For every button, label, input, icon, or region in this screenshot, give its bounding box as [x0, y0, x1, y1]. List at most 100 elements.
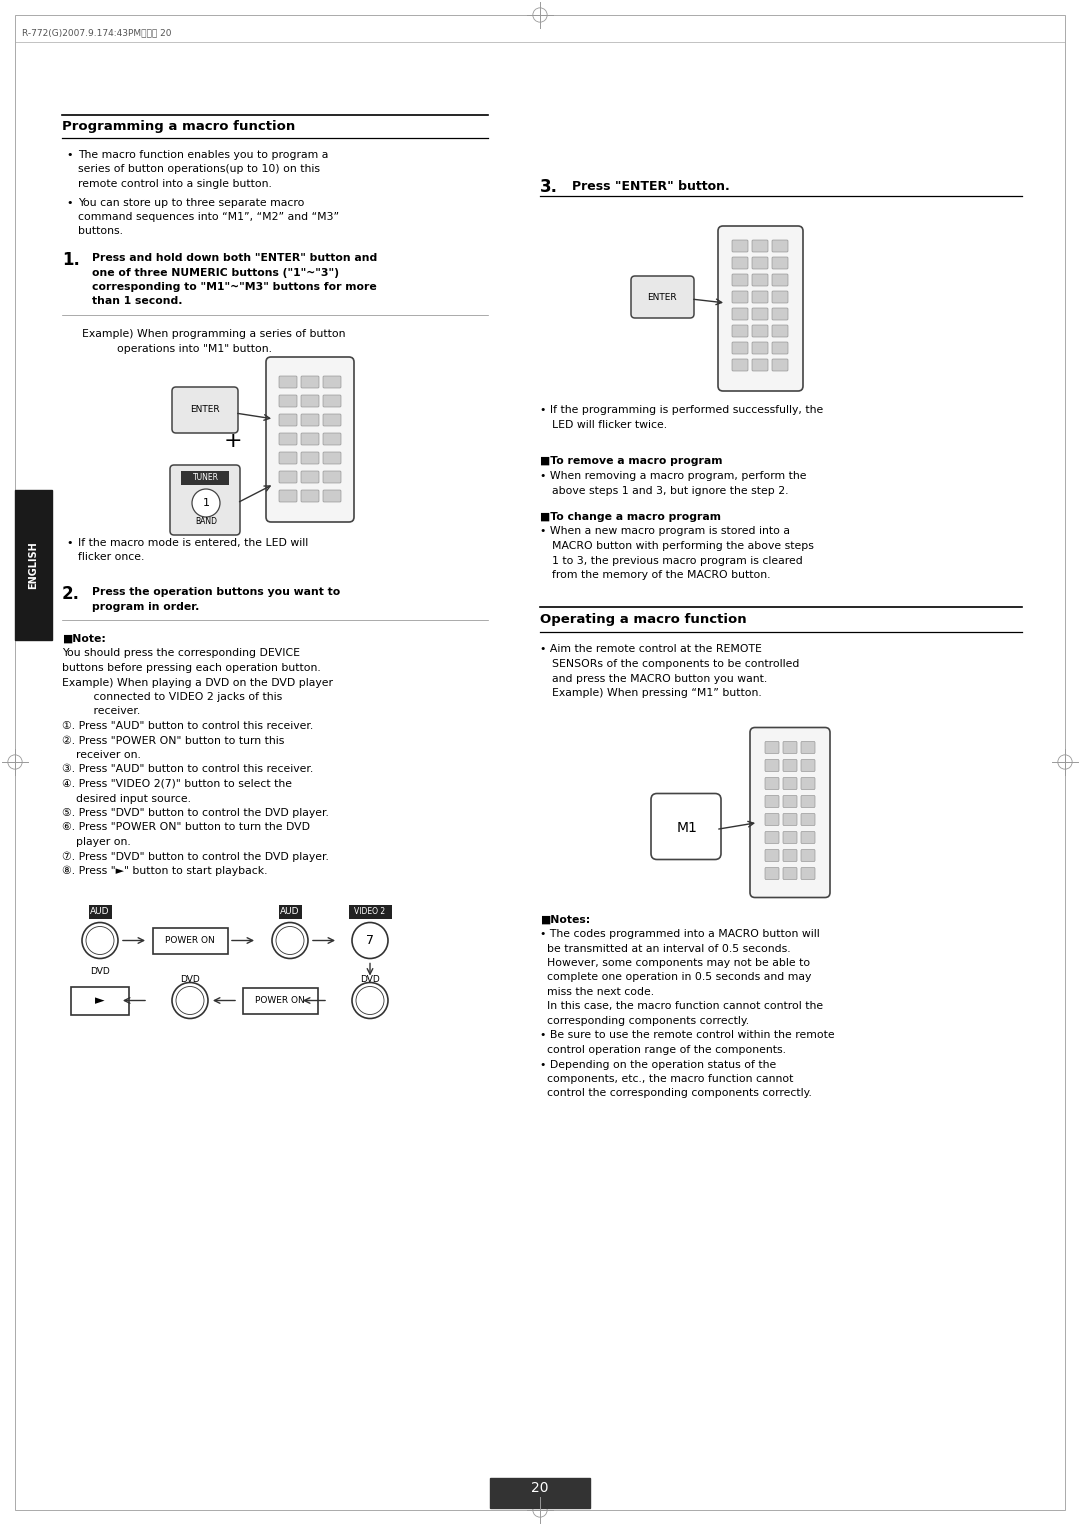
FancyBboxPatch shape [349, 904, 392, 918]
Text: than 1 second.: than 1 second. [92, 296, 183, 307]
FancyBboxPatch shape [801, 831, 815, 843]
Text: AUD: AUD [91, 907, 110, 917]
FancyBboxPatch shape [752, 342, 768, 354]
FancyBboxPatch shape [323, 433, 341, 445]
Text: 3.: 3. [540, 178, 558, 197]
Circle shape [276, 927, 303, 955]
FancyBboxPatch shape [783, 849, 797, 862]
FancyBboxPatch shape [323, 471, 341, 483]
Text: Press and hold down both "ENTER" button and: Press and hold down both "ENTER" button … [92, 253, 377, 262]
Text: ④. Press "VIDEO 2(7)" button to select the: ④. Press "VIDEO 2(7)" button to select t… [62, 779, 292, 788]
FancyBboxPatch shape [772, 274, 788, 287]
FancyBboxPatch shape [772, 239, 788, 252]
FancyBboxPatch shape [279, 377, 297, 387]
Text: TUNER: TUNER [193, 473, 219, 482]
FancyBboxPatch shape [765, 778, 779, 790]
FancyBboxPatch shape [772, 325, 788, 337]
Circle shape [352, 923, 388, 959]
FancyBboxPatch shape [772, 291, 788, 303]
FancyBboxPatch shape [801, 849, 815, 862]
FancyBboxPatch shape [783, 868, 797, 880]
FancyBboxPatch shape [301, 490, 319, 502]
Text: • Aim the remote control at the REMOTE: • Aim the remote control at the REMOTE [540, 645, 761, 654]
FancyBboxPatch shape [772, 258, 788, 268]
FancyBboxPatch shape [71, 987, 129, 1014]
FancyBboxPatch shape [732, 291, 748, 303]
Text: receiver on.: receiver on. [62, 750, 140, 759]
Text: ⑥. Press "POWER ON" button to turn the DVD: ⑥. Press "POWER ON" button to turn the D… [62, 822, 310, 833]
Text: You should press the corresponding DEVICE: You should press the corresponding DEVIC… [62, 648, 300, 659]
Text: AUD: AUD [280, 907, 300, 917]
FancyBboxPatch shape [279, 471, 297, 483]
FancyBboxPatch shape [323, 377, 341, 387]
Circle shape [172, 982, 208, 1019]
Text: 20: 20 [531, 1481, 549, 1494]
FancyBboxPatch shape [651, 793, 721, 860]
FancyBboxPatch shape [490, 1478, 590, 1508]
FancyBboxPatch shape [170, 465, 240, 535]
Text: ②. Press "POWER ON" button to turn this: ②. Press "POWER ON" button to turn this [62, 735, 284, 746]
Text: program in order.: program in order. [92, 601, 200, 612]
Text: DVD: DVD [180, 974, 200, 984]
Text: ③. Press "AUD" button to control this receiver.: ③. Press "AUD" button to control this re… [62, 764, 313, 775]
Text: series of button operations(up to 10) on this: series of button operations(up to 10) on… [78, 165, 320, 174]
Text: • Be sure to use the remote control within the remote: • Be sure to use the remote control with… [540, 1031, 835, 1040]
Text: The macro function enables you to program a: The macro function enables you to progra… [78, 149, 328, 160]
Text: • The codes programmed into a MACRO button will: • The codes programmed into a MACRO butt… [540, 929, 820, 939]
FancyBboxPatch shape [765, 741, 779, 753]
FancyBboxPatch shape [718, 226, 804, 390]
FancyBboxPatch shape [750, 727, 831, 898]
Text: ■To change a macro program: ■To change a macro program [540, 512, 721, 522]
FancyBboxPatch shape [801, 868, 815, 880]
Text: ⑤. Press "DVD" button to control the DVD player.: ⑤. Press "DVD" button to control the DVD… [62, 808, 329, 817]
Text: DVD: DVD [90, 967, 110, 976]
FancyBboxPatch shape [783, 741, 797, 753]
FancyBboxPatch shape [801, 796, 815, 808]
FancyBboxPatch shape [301, 471, 319, 483]
FancyBboxPatch shape [752, 274, 768, 287]
Text: corresponding components correctly.: corresponding components correctly. [540, 1016, 750, 1026]
FancyBboxPatch shape [181, 471, 229, 485]
Text: desired input source.: desired input source. [62, 793, 191, 804]
Text: R-772(G)2007.9.174:43PM페이지 20: R-772(G)2007.9.174:43PM페이지 20 [22, 27, 172, 37]
FancyBboxPatch shape [783, 813, 797, 825]
Text: operations into "M1" button.: operations into "M1" button. [117, 343, 272, 354]
Text: one of three NUMERIC buttons ("1"~"3"): one of three NUMERIC buttons ("1"~"3") [92, 267, 339, 278]
FancyBboxPatch shape [172, 387, 238, 433]
FancyBboxPatch shape [765, 796, 779, 808]
Text: 1 to 3, the previous macro program is cleared: 1 to 3, the previous macro program is cl… [552, 555, 802, 566]
Text: connected to VIDEO 2 jacks of this: connected to VIDEO 2 jacks of this [62, 692, 282, 702]
Text: •: • [66, 538, 72, 547]
FancyBboxPatch shape [772, 342, 788, 354]
Text: ENTER: ENTER [190, 404, 220, 413]
Text: 7: 7 [366, 933, 374, 947]
Text: be transmitted at an interval of 0.5 seconds.: be transmitted at an interval of 0.5 sec… [540, 944, 791, 953]
FancyBboxPatch shape [279, 413, 297, 425]
Circle shape [176, 987, 204, 1014]
Text: VIDEO 2: VIDEO 2 [354, 907, 386, 917]
FancyBboxPatch shape [323, 413, 341, 425]
Circle shape [272, 923, 308, 959]
Text: and press the MACRO button you want.: and press the MACRO button you want. [552, 674, 767, 683]
FancyBboxPatch shape [801, 813, 815, 825]
Polygon shape [15, 490, 52, 640]
Text: POWER ON: POWER ON [165, 936, 215, 946]
FancyBboxPatch shape [89, 904, 112, 918]
FancyBboxPatch shape [783, 759, 797, 772]
FancyBboxPatch shape [732, 342, 748, 354]
Text: BAND: BAND [195, 517, 217, 526]
Text: 2.: 2. [62, 586, 80, 602]
Text: ⑧. Press "►" button to start playback.: ⑧. Press "►" button to start playback. [62, 866, 268, 877]
Text: +: + [224, 432, 242, 451]
FancyBboxPatch shape [765, 849, 779, 862]
FancyBboxPatch shape [752, 308, 768, 320]
FancyBboxPatch shape [279, 490, 297, 502]
FancyBboxPatch shape [301, 395, 319, 407]
FancyBboxPatch shape [732, 258, 748, 268]
FancyBboxPatch shape [323, 451, 341, 464]
Text: ■Notes:: ■Notes: [540, 915, 591, 924]
Text: from the memory of the MACRO button.: from the memory of the MACRO button. [552, 570, 770, 580]
Circle shape [86, 927, 114, 955]
FancyBboxPatch shape [301, 451, 319, 464]
FancyBboxPatch shape [631, 276, 694, 319]
